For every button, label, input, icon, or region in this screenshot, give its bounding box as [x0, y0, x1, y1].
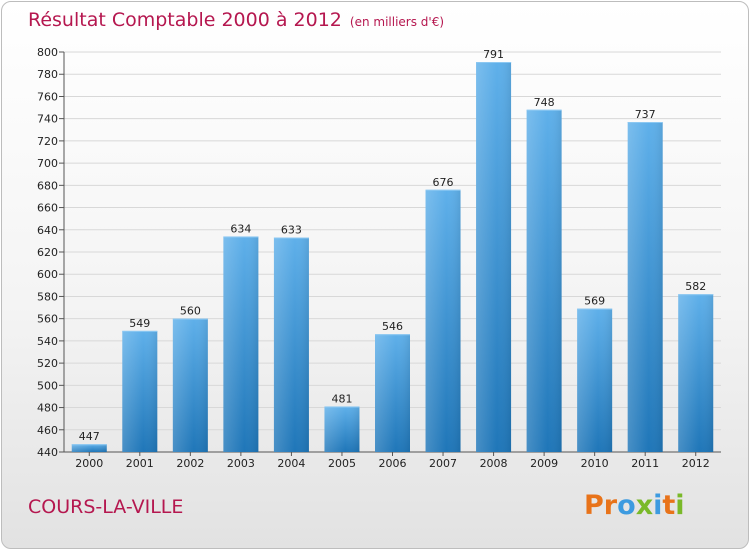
- x-tick-label-2008: 2008: [480, 457, 508, 470]
- x-tick-label-2012: 2012: [682, 457, 710, 470]
- y-tick-label: 660: [37, 202, 58, 215]
- bar-shade-2011: [627, 122, 663, 452]
- x-tick-label-2001: 2001: [126, 457, 154, 470]
- y-tick-label: 620: [37, 246, 58, 259]
- chart-title-text: Résultat Comptable 2000 à 2012: [28, 9, 342, 31]
- logo-letter: i: [653, 490, 663, 521]
- y-tick-label: 540: [37, 335, 58, 348]
- bar-shade-2009: [526, 109, 562, 453]
- y-tick-label: 520: [37, 357, 58, 370]
- data-label-2005: 481: [331, 392, 352, 405]
- bar-shade-2003: [223, 236, 259, 452]
- proxiti-logo: Proxiti: [584, 490, 685, 521]
- y-tick-label: 720: [37, 135, 58, 148]
- y-tick-label: 700: [37, 157, 58, 170]
- data-label-2003: 634: [230, 222, 251, 235]
- bar-shade-2000: [71, 444, 107, 452]
- data-label-2009: 748: [534, 96, 555, 109]
- data-label-2010: 569: [584, 295, 605, 308]
- logo-letter: P: [584, 490, 604, 521]
- x-tick-label-2004: 2004: [277, 457, 305, 470]
- y-tick-label: 760: [37, 90, 58, 103]
- logo-letter: t: [662, 490, 676, 521]
- y-tick-label: 440: [37, 446, 58, 459]
- x-tick-label-2005: 2005: [328, 457, 356, 470]
- x-tick-label-2009: 2009: [530, 457, 558, 470]
- data-label-2012: 582: [685, 280, 706, 293]
- logo-letter: i: [675, 490, 685, 521]
- y-tick-label: 780: [37, 68, 58, 81]
- y-tick-label: 800: [37, 46, 58, 59]
- x-tick-label-2002: 2002: [176, 457, 204, 470]
- data-label-2007: 676: [433, 176, 454, 189]
- bar-shade-2005: [324, 406, 360, 452]
- data-label-2011: 737: [635, 108, 656, 121]
- logo-letter: x: [635, 490, 654, 521]
- y-tick-label: 500: [37, 379, 58, 392]
- bar-shade-2006: [375, 334, 410, 452]
- city-name: COURS-LA-VILLE: [28, 496, 184, 518]
- data-label-2006: 546: [382, 320, 403, 333]
- bar-shade-2010: [577, 308, 613, 452]
- logo-letter: r: [603, 490, 618, 521]
- x-tick-label-2006: 2006: [379, 457, 407, 470]
- y-tick-label: 640: [37, 224, 58, 237]
- bar-shade-2004: [273, 237, 309, 452]
- bar-shade-2001: [122, 330, 158, 452]
- data-label-2000: 447: [79, 430, 100, 443]
- x-tick-label-2000: 2000: [75, 457, 103, 470]
- chart-subtitle: (en milliers d'€): [349, 15, 445, 29]
- x-tick-label-2011: 2011: [631, 457, 659, 470]
- bar-shade-2002: [172, 318, 208, 452]
- logo-letter: o: [617, 490, 636, 521]
- x-tick-label-2003: 2003: [227, 457, 255, 470]
- y-tick-label: 560: [37, 313, 58, 326]
- chart-title: Résultat Comptable 2000 à 2012 (en millie…: [28, 9, 444, 31]
- bar-shade-2012: [678, 294, 714, 452]
- y-tick-label: 480: [37, 402, 58, 415]
- bar-shade-2008: [476, 62, 512, 452]
- y-tick-label: 600: [37, 268, 58, 281]
- y-tick-label: 580: [37, 290, 58, 303]
- data-label-2004: 633: [281, 224, 302, 237]
- y-tick-label: 740: [37, 113, 58, 126]
- data-label-2002: 560: [180, 305, 201, 318]
- label-layer: 447 549 560 634 633 481 546 676 791 748 569 737 582: [79, 48, 706, 443]
- x-tick-label-2007: 2007: [429, 457, 457, 470]
- y-tick-label: 460: [37, 424, 58, 437]
- data-label-2001: 549: [129, 317, 150, 330]
- x-tick-label-2010: 2010: [581, 457, 609, 470]
- data-label-2008: 791: [483, 48, 504, 61]
- y-tick-label: 680: [37, 179, 58, 192]
- bar-shade-2007: [425, 189, 461, 452]
- bar-layer: [71, 62, 714, 453]
